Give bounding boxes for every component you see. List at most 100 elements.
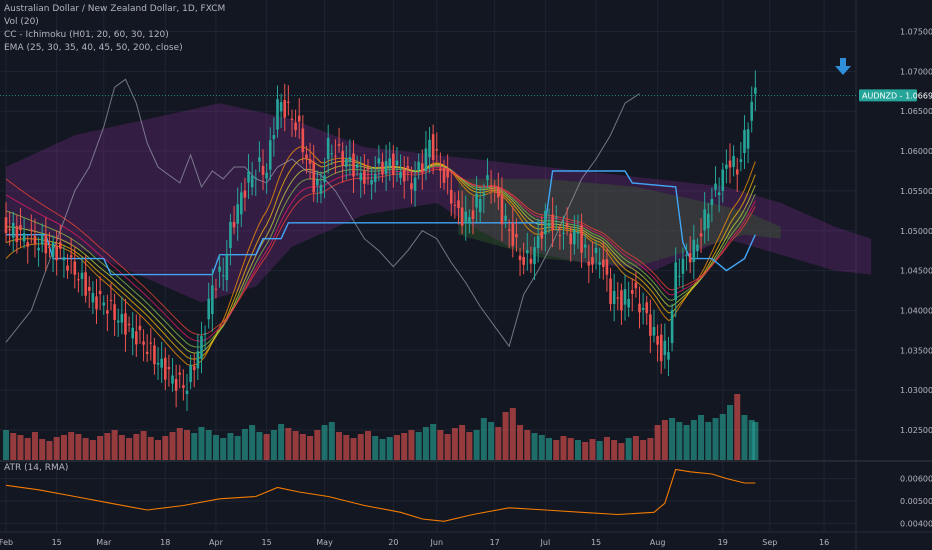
volume-bar: [278, 424, 285, 460]
volume-legend[interactable]: Vol (20): [4, 17, 39, 27]
candle-body: [678, 275, 681, 277]
time-axis[interactable]: Feb 15 Mar 18 Apr 15 May 20 Jun 17 Jul 15 Aug 19 Sep 16: [0, 538, 829, 547]
candle-body: [276, 99, 279, 130]
candle-body: [297, 115, 301, 122]
candle-body: [95, 296, 98, 310]
volume-bar: [698, 415, 705, 460]
candle-body: [243, 190, 247, 198]
candle-body: [460, 207, 464, 226]
volume-bar: [60, 435, 67, 460]
volume-bar: [676, 422, 683, 460]
candle-body: [732, 156, 735, 167]
candle-body: [551, 214, 554, 231]
volume-bar: [712, 418, 719, 460]
volume-bar: [444, 434, 451, 460]
candle-body: [685, 254, 688, 256]
volume-bar: [227, 433, 234, 460]
candle-body: [681, 258, 685, 274]
volume-bar: [89, 440, 96, 460]
candle-body: [598, 262, 601, 265]
volume-bar: [574, 440, 581, 460]
candle-body: [468, 217, 471, 223]
volume-bar: [104, 433, 111, 460]
volume-bar: [343, 435, 350, 460]
volume-bar: [719, 414, 726, 460]
ema-legend[interactable]: EMA (25, 30, 35, 40, 45, 50, 200, close): [4, 43, 183, 53]
candle-body: [565, 222, 569, 228]
volume-bar: [430, 424, 437, 460]
volume-bar: [220, 438, 227, 460]
time-tick-label: 20: [388, 538, 398, 547]
price-tick-label: 1.07000: [900, 67, 932, 76]
candle-body: [497, 186, 500, 198]
atr-axis[interactable]: 0.00600 0.00500 0.00400: [900, 475, 932, 529]
volume-bar: [495, 427, 502, 460]
time-tick-label: 15: [52, 538, 62, 547]
candle-body: [232, 221, 236, 228]
candle-body: [8, 229, 11, 231]
volume-bar: [567, 438, 574, 460]
candle-body: [674, 262, 677, 300]
atr-legend[interactable]: ATR (14, RMA): [4, 463, 69, 473]
volume-bar: [118, 435, 125, 460]
candle-body: [533, 247, 536, 265]
volume-bar: [560, 436, 567, 460]
volume-bar: [198, 427, 205, 460]
candle-body: [421, 163, 424, 173]
candle-body: [504, 215, 507, 221]
candle-body: [573, 229, 576, 245]
volume-bar: [285, 428, 292, 460]
candle-body: [15, 226, 19, 243]
candle-body: [735, 169, 739, 175]
candle-body: [344, 158, 348, 167]
ema-line: [5, 158, 756, 360]
volume-bar: [437, 430, 444, 460]
volume-bar: [690, 420, 697, 460]
candle-body: [583, 244, 587, 248]
candle-body: [287, 101, 290, 103]
candle-body: [26, 242, 30, 247]
candle-body: [113, 304, 116, 320]
candle-body: [138, 325, 142, 331]
candle-body: [109, 300, 113, 302]
ichimoku-legend[interactable]: CC - Ichimoku (H01, 20, 60, 30, 120): [4, 30, 169, 40]
candle-body: [377, 158, 381, 164]
volume-bar: [509, 408, 516, 460]
candle-body: [493, 188, 496, 190]
candle-body: [341, 151, 344, 166]
candle-body: [746, 129, 750, 149]
volume-bars: [3, 394, 759, 460]
candle-body: [446, 168, 449, 178]
candle-body: [627, 298, 630, 308]
candle-body: [544, 210, 547, 235]
candle-body: [569, 233, 573, 245]
candle-body: [359, 173, 363, 181]
volume-bar: [162, 436, 169, 460]
candle-body: [366, 167, 370, 170]
candle-body: [667, 352, 670, 360]
candle-body: [261, 165, 265, 175]
candle-body: [381, 161, 384, 175]
candle-body: [290, 118, 294, 120]
symbol-title[interactable]: Australian Dollar / New Zealand Dollar, …: [4, 4, 226, 14]
candle-body: [211, 285, 214, 315]
candle-body: [308, 159, 312, 164]
last-price-badge: AUDNZD - 1.06699: [859, 89, 932, 102]
candle-body: [649, 314, 652, 336]
price-tick-label: 1.06000: [900, 147, 932, 156]
candle-body: [236, 204, 239, 224]
price-tick-label: 1.03000: [900, 386, 932, 395]
volume-bar: [357, 434, 364, 460]
candle-body: [334, 155, 337, 157]
candle-body: [51, 242, 55, 257]
candles[interactable]: [4, 70, 757, 411]
ema-ribbon: [5, 146, 756, 367]
volume-bar: [147, 437, 154, 460]
candle-body: [540, 231, 544, 239]
candle-body: [174, 378, 178, 391]
candle-body: [348, 156, 352, 162]
candle-body: [11, 222, 15, 238]
price-axis[interactable]: 1.07500 1.07000 1.06500 1.06000 1.05500 1.050…: [900, 28, 932, 436]
candle-body: [703, 209, 706, 231]
